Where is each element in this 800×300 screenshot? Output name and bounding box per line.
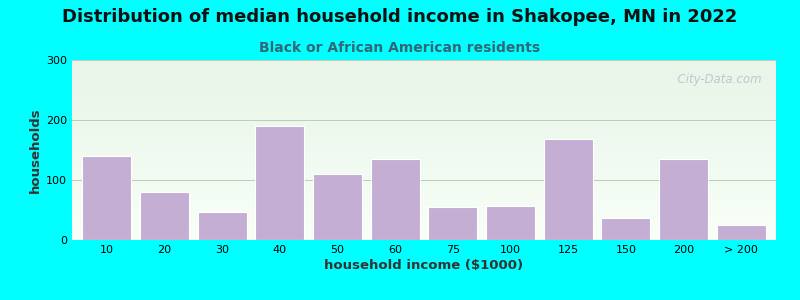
Bar (255, 126, 304, 240)
Text: Distribution of median household income in Shakopee, MN in 2022: Distribution of median household income … (62, 8, 738, 26)
Bar (659, 159, 708, 240)
Bar (313, 174, 362, 240)
Y-axis label: households: households (29, 107, 42, 193)
Bar (82, 156, 131, 240)
Bar (717, 225, 766, 240)
Bar (602, 218, 650, 240)
Text: Black or African American residents: Black or African American residents (259, 40, 541, 55)
Bar (544, 139, 593, 240)
Bar (140, 192, 189, 240)
Bar (486, 206, 535, 240)
Text: City-Data.com: City-Data.com (670, 73, 762, 85)
Bar (370, 159, 420, 240)
Bar (428, 207, 478, 240)
X-axis label: household income ($1000): household income ($1000) (325, 259, 523, 272)
Bar (198, 212, 246, 240)
